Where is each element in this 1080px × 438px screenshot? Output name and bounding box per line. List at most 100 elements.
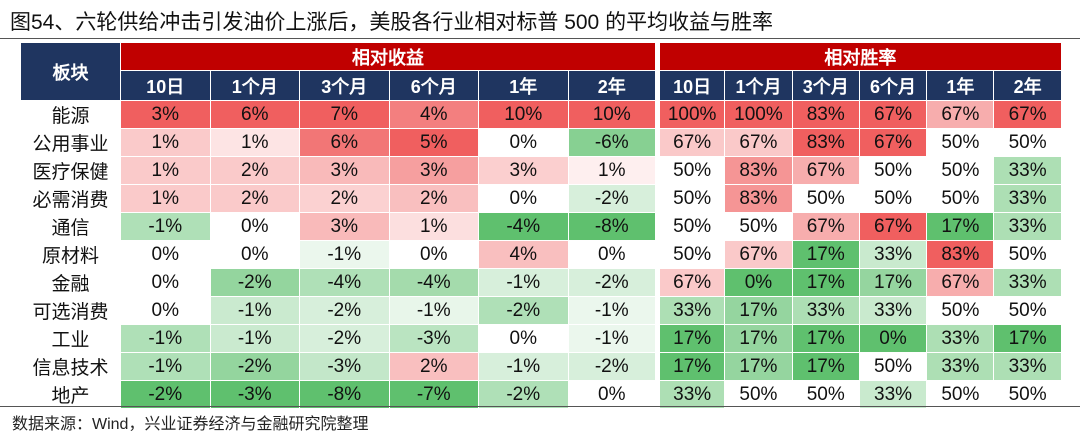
cell: 2% [209, 156, 300, 185]
cell: 0% [388, 240, 479, 269]
cell: 100% [654, 100, 726, 129]
cell: -2% [567, 184, 658, 213]
row-label: 可选消费 [20, 296, 121, 325]
cell: 50% [926, 296, 995, 325]
cell: -2% [567, 268, 658, 297]
rule [0, 38, 1080, 39]
title: 图54、六轮供给冲击引发油价上涨后，美股各行业相对标普 500 的平均收益与胜率 [10, 11, 774, 34]
column-header: 10日 [120, 70, 211, 101]
cell: 67% [724, 240, 793, 269]
cell: 2% [388, 184, 479, 213]
cell: 67% [654, 128, 726, 157]
column-header: 6个月 [858, 70, 928, 101]
cell: 1% [388, 212, 479, 241]
column-header: 1个月 [209, 70, 300, 101]
cell: -2% [478, 380, 569, 409]
cell: 17% [926, 212, 995, 241]
heatmap-table: 板块 相对收益 相对胜率 10日 1个月 3个月 6个月 1年 2年 10日 1个月 3个月 6个月 1年… [20, 42, 1062, 409]
cell: 0% [567, 240, 658, 269]
row-label: 公用事业 [20, 128, 121, 157]
cell: 67% [724, 128, 793, 157]
cell: 0% [478, 324, 569, 353]
cell: 3% [299, 156, 390, 185]
cell: 67% [791, 212, 860, 241]
cell: 33% [993, 156, 1062, 185]
table-row: 金融 0% -2% -4% -4% -1% -2% 67% 0% 17% 17% 67% 33% [20, 268, 1062, 297]
cell: 83% [926, 240, 995, 269]
cell: 17% [791, 240, 860, 269]
cell: 83% [724, 184, 793, 213]
corner-header: 板块 [20, 42, 121, 101]
cell: 50% [858, 184, 928, 213]
cell: -2% [299, 324, 390, 353]
cell: 50% [926, 184, 995, 213]
cell: 2% [209, 184, 300, 213]
column-header: 2年 [993, 70, 1062, 101]
cell: 33% [791, 296, 860, 325]
table-row: 可选消费 0% -1% -2% -1% -2% -1% 33% 17% 33% 33% 50% 50% [20, 296, 1062, 325]
cell: 1% [567, 156, 658, 185]
cell: -1% [209, 324, 300, 353]
cell: 50% [791, 184, 860, 213]
cell: 50% [993, 296, 1062, 325]
source-note: 数据来源：Wind，兴业证券经济与金融研究院整理 [12, 416, 369, 433]
cell: 2% [388, 352, 479, 381]
cell: 17% [724, 352, 793, 381]
table-row: 必需消费 1% 2% 2% 2% 0% -2% 50% 83% 50% 50% 50% 33% [20, 184, 1062, 213]
cell: 33% [993, 212, 1062, 241]
cell: 7% [299, 100, 390, 129]
cell: 83% [791, 128, 860, 157]
cell: -1% [388, 296, 479, 325]
cell: 6% [299, 128, 390, 157]
cell: 5% [388, 128, 479, 157]
cell: -3% [299, 352, 390, 381]
cell: 1% [120, 184, 211, 213]
cell: 33% [858, 380, 928, 409]
row-label: 地产 [20, 380, 121, 409]
cell: -1% [120, 352, 211, 381]
cell: -1% [120, 212, 211, 241]
cell: 83% [724, 156, 793, 185]
table-row: 能源 3% 6% 7% 4% 10% 10% 100% 100% 83% 67% 67% 67% [20, 100, 1062, 129]
cell: 1% [209, 128, 300, 157]
cell: 50% [724, 212, 793, 241]
cell: 17% [993, 324, 1062, 353]
cell: 50% [926, 128, 995, 157]
cell: -1% [120, 324, 211, 353]
cell: 50% [926, 156, 995, 185]
table-row: 医疗保健 1% 2% 3% 3% 3% 1% 50% 83% 67% 50% 50% 33% [20, 156, 1062, 185]
cell: -6% [567, 128, 658, 157]
group-header: 相对胜率 [655, 42, 1062, 71]
cell: 33% [993, 268, 1062, 297]
cell: -2% [120, 380, 211, 409]
cell: -4% [299, 268, 390, 297]
table-row: 公用事业 1% 1% 6% 5% 0% -6% 67% 67% 83% 67% 50% 50% [20, 128, 1062, 157]
cell: 50% [993, 380, 1062, 409]
cell: -2% [209, 268, 300, 297]
column-header: 1年 [926, 70, 995, 101]
cell: 17% [858, 268, 928, 297]
cell: -1% [209, 296, 300, 325]
cell: -2% [299, 296, 390, 325]
row-label: 工业 [20, 324, 121, 353]
cell: 0% [858, 324, 928, 353]
cell: 0% [478, 128, 569, 157]
cell: 3% [388, 156, 479, 185]
cell: 4% [388, 100, 479, 129]
cell: -1% [478, 352, 569, 381]
cell: 33% [926, 324, 995, 353]
cell: 0% [120, 268, 211, 297]
cell: 17% [791, 324, 860, 353]
cell: 100% [724, 100, 793, 129]
cell: -1% [567, 324, 658, 353]
cell: 33% [654, 380, 726, 409]
table-row: 原材料 0% 0% -1% 0% 4% 0% 50% 67% 17% 33% 83% 50% [20, 240, 1062, 269]
cell: -3% [209, 380, 300, 409]
cell: 67% [926, 100, 995, 129]
cell: 17% [791, 268, 860, 297]
cell: 0% [209, 240, 300, 269]
cell: 6% [209, 100, 300, 129]
cell: -4% [388, 268, 479, 297]
cell: 33% [993, 184, 1062, 213]
rule [0, 406, 1080, 407]
